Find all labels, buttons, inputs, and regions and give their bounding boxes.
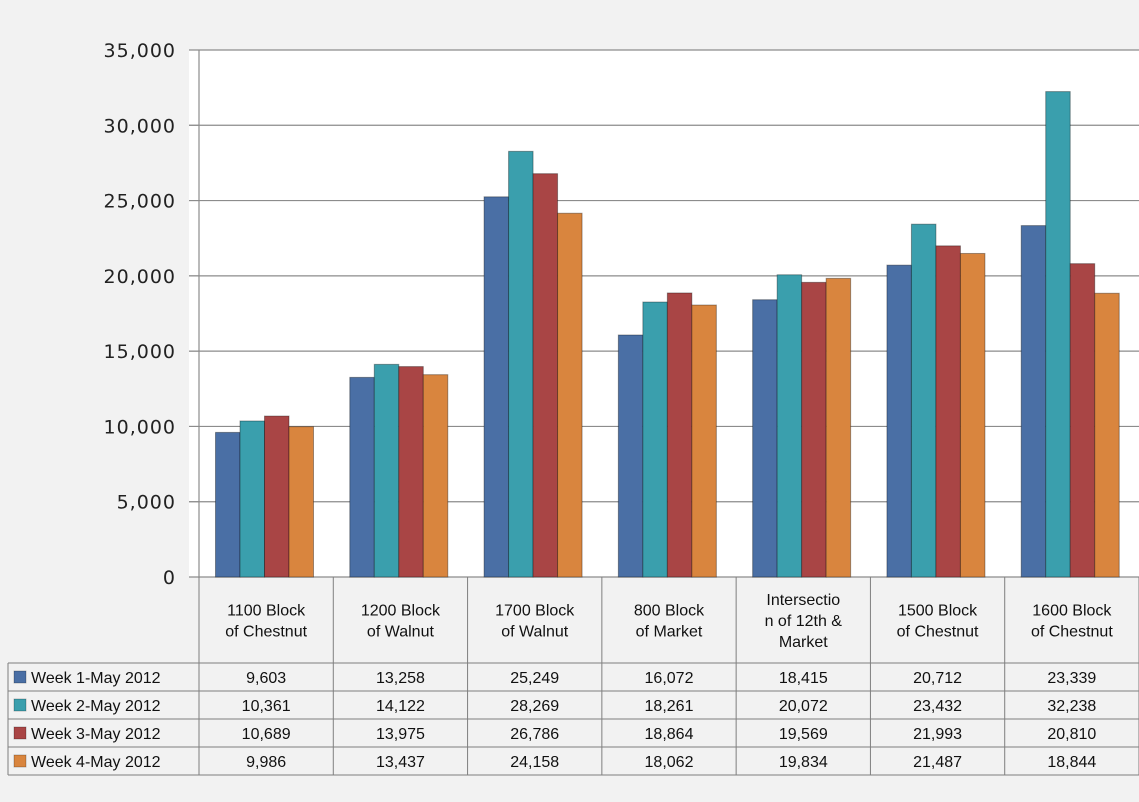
y-tick-label: 5,000	[117, 492, 176, 514]
table-cell-value: 9,986	[246, 754, 286, 771]
table-cell-value: 10,361	[242, 698, 291, 715]
table-cell-value: 23,339	[1047, 670, 1096, 687]
bar	[239, 420, 265, 578]
bar	[691, 304, 717, 578]
y-tick-label: 20,000	[104, 266, 176, 288]
table-cell-value: 19,569	[779, 726, 828, 743]
category-label: 1600 Block of Chestnut	[1031, 603, 1113, 641]
bar	[215, 431, 241, 578]
bar	[617, 334, 644, 578]
table-cell-value: 19,834	[779, 754, 828, 771]
y-axis: 0 5,000 10,000 15,000 20,000 25,000 30,000 35,0…	[104, 40, 1139, 589]
legend-key	[13, 754, 27, 768]
table-cell-value: 28,269	[510, 698, 559, 715]
category-label: 1500 Block of Chestnut	[897, 603, 979, 641]
legend-key	[13, 670, 27, 684]
bar	[1094, 292, 1120, 578]
table-cell-value: 23,432	[913, 698, 962, 715]
bar	[666, 292, 693, 578]
bar	[959, 252, 986, 578]
category-label-line: of Chestnut	[225, 624, 307, 641]
bar	[1020, 225, 1047, 578]
table-cell-value: 24,158	[510, 754, 559, 771]
category-label-line: of Walnut	[367, 624, 435, 641]
legend-label: Week 4-May 2012	[31, 754, 161, 771]
category-label-line: Market	[779, 634, 828, 651]
category-label-line: of Walnut	[501, 624, 569, 641]
table-cell-value: 13,258	[376, 670, 425, 687]
legend-label: Week 3-May 2012	[31, 726, 161, 743]
y-tick-label: 0	[163, 567, 176, 589]
category-label-line: 1700 Block	[495, 603, 575, 620]
legend-label: Week 1-May 2012	[31, 670, 161, 687]
category-label: 1700 Block of Walnut	[495, 603, 575, 641]
table-cell-value: 32,238	[1047, 698, 1096, 715]
category-label: 1100 Block of Chestnut	[225, 603, 307, 641]
category-label-line: Intersectio	[766, 592, 840, 609]
bar	[910, 223, 937, 578]
category-label-line: 1100 Block	[227, 603, 306, 620]
table-cell-value: 18,062	[645, 754, 694, 771]
category-label-line: of Chestnut	[897, 624, 979, 641]
bar	[349, 376, 375, 578]
table-cell-value: 21,993	[913, 726, 962, 743]
table-cell-value: 13,975	[376, 726, 425, 743]
y-tick-label: 15,000	[104, 341, 176, 363]
bar	[1045, 91, 1071, 578]
category-label-line: 1600 Block	[1032, 603, 1112, 620]
y-tick-label: 30,000	[104, 115, 176, 137]
y-tick-label: 25,000	[104, 191, 176, 213]
category-label: 1200 Block of Walnut	[361, 603, 441, 641]
bar	[532, 173, 559, 578]
table-cell-value: 21,487	[913, 754, 962, 771]
bar	[1069, 263, 1096, 578]
table-cell-value: 26,786	[510, 726, 559, 743]
bar	[886, 264, 912, 578]
table-cell-value: 20,810	[1047, 726, 1096, 743]
bar	[264, 415, 290, 578]
table-cell-value: 18,261	[645, 698, 694, 715]
table-cell-value: 14,122	[376, 698, 425, 715]
legend-key	[13, 726, 27, 740]
table-cell-value: 18,844	[1047, 754, 1096, 771]
category-label-line: 1500 Block	[898, 603, 978, 620]
legend-key	[13, 698, 27, 712]
table-cell-value: 16,072	[645, 670, 694, 687]
category-label-line: 800 Block	[634, 603, 705, 620]
table-cell-value: 13,437	[376, 754, 425, 771]
category-label: Intersectio n of 12th & Market	[765, 592, 843, 651]
table-cell-value: 18,864	[645, 726, 694, 743]
y-tick-label: 35,000	[104, 40, 176, 62]
table-cell-value: 10,689	[242, 726, 291, 743]
table-cell-value: 18,415	[779, 670, 828, 687]
legend-label: Week 2-May 2012	[31, 698, 161, 715]
category-label: 800 Block of Market	[634, 603, 705, 641]
bar	[776, 274, 803, 578]
bar	[398, 366, 424, 578]
category-label-line: of Market	[636, 624, 703, 641]
bar	[825, 277, 852, 578]
category-label-line: n of 12th &	[765, 613, 843, 630]
category-label-line: 1200 Block	[361, 603, 441, 620]
bar	[801, 281, 827, 578]
category-label-line: of Chestnut	[1031, 624, 1113, 641]
y-tick-label: 10,000	[104, 416, 176, 438]
bar	[483, 196, 510, 578]
table-cell-value: 25,249	[510, 670, 559, 687]
bar	[373, 363, 400, 578]
bars	[215, 91, 1120, 578]
bar	[288, 426, 314, 578]
bar	[508, 150, 534, 578]
table-cell-value: 20,072	[779, 698, 828, 715]
bar	[557, 212, 583, 578]
bar	[422, 374, 449, 578]
table-cell-value: 20,712	[913, 670, 962, 687]
bar	[935, 245, 961, 578]
bar	[752, 299, 778, 578]
data-table: 1100 Block of Chestnut 1200 Block of Walnut…	[7, 577, 1139, 776]
table-cell-value: 9,603	[246, 670, 286, 687]
bar	[642, 301, 668, 578]
